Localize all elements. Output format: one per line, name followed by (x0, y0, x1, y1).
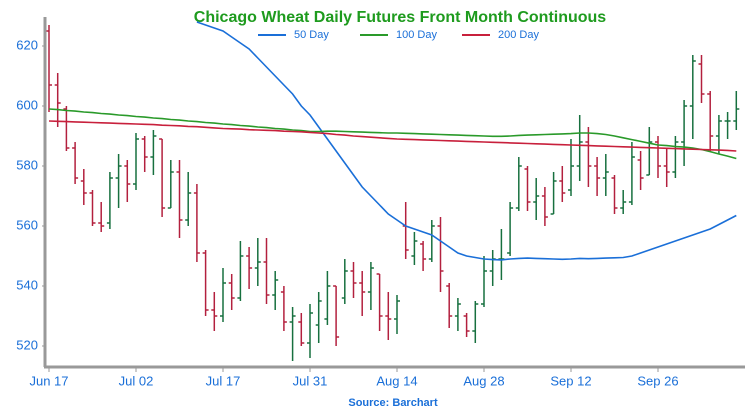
y-tick-label: 600 (16, 97, 38, 112)
y-tick-label: 520 (16, 337, 38, 352)
x-tick-label: Jun 17 (29, 373, 68, 388)
moving-average-line (48, 108, 737, 160)
chart-title: Chicago Wheat Daily Futures Front Month … (194, 9, 607, 26)
x-tick-label: Jul 02 (119, 373, 154, 388)
y-tick-label: 540 (16, 277, 38, 292)
y-tick-label: 560 (16, 217, 38, 232)
legend-label: 200 Day (498, 29, 539, 41)
source: Source: Barchart (348, 397, 438, 409)
moving-average-line (196, 21, 737, 261)
y-tick-label: 620 (16, 37, 38, 52)
x-tick-label: Jul 31 (293, 373, 328, 388)
x-tick-label: Sep 12 (550, 373, 591, 388)
x-tick-label: Aug 28 (463, 373, 504, 388)
moving-average-line (48, 120, 737, 152)
legend-label: 100 Day (396, 29, 437, 41)
x-tick-label: Jul 17 (206, 373, 241, 388)
x-tick-label: Aug 14 (376, 373, 417, 388)
plot (46, 21, 740, 361)
legend-label: 50 Day (294, 29, 329, 41)
legend: 50 Day 100 Day 200 Day (258, 29, 539, 41)
x-tick-label: Sep 26 (637, 373, 678, 388)
y-tick-label: 580 (16, 157, 38, 172)
